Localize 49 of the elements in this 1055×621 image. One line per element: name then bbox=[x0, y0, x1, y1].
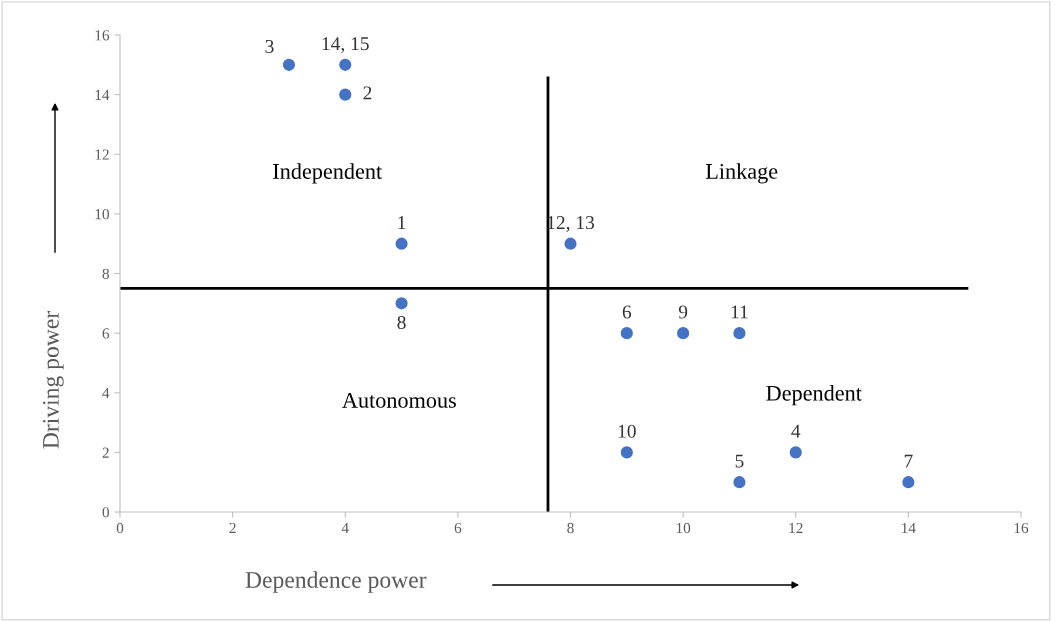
x-tick-label: 16 bbox=[1014, 522, 1029, 534]
y-tick-label: 6 bbox=[102, 328, 110, 339]
annotation: 7 bbox=[904, 454, 913, 468]
point bbox=[733, 476, 746, 489]
annotation: Dependent bbox=[766, 385, 862, 406]
point bbox=[789, 446, 802, 459]
y-tick-label: 14 bbox=[95, 89, 110, 100]
point bbox=[395, 297, 408, 310]
x-tick-label: 12 bbox=[789, 522, 803, 534]
annotation: 9 bbox=[678, 305, 688, 319]
point bbox=[620, 327, 633, 340]
annotation: 2 bbox=[363, 86, 372, 100]
x-tick-label: 2 bbox=[229, 522, 236, 534]
annotation: Independent bbox=[273, 163, 383, 184]
point bbox=[564, 237, 577, 250]
x-tick-label: 6 bbox=[454, 522, 462, 534]
y-tick-label: 10 bbox=[95, 209, 109, 220]
point bbox=[339, 88, 352, 101]
annotation: 10 bbox=[618, 424, 636, 438]
annotation: 6 bbox=[622, 305, 632, 319]
x-tick-label: 8 bbox=[567, 522, 574, 534]
point bbox=[902, 476, 915, 489]
annotation: 1 bbox=[398, 216, 406, 229]
point bbox=[339, 58, 352, 71]
point bbox=[395, 237, 408, 250]
y-axis-title: Driving power bbox=[42, 311, 64, 449]
annotation: Linkage bbox=[705, 163, 778, 184]
x-axis-title: Dependence power bbox=[245, 571, 427, 593]
point bbox=[677, 327, 690, 340]
annotation: 14, 15 bbox=[322, 37, 369, 54]
annotation: 8 bbox=[397, 315, 406, 330]
y-tick-label: 12 bbox=[95, 149, 109, 160]
y-tick-label: 8 bbox=[102, 268, 109, 279]
y-tick-label: 2 bbox=[102, 447, 109, 458]
y-tick-label: 0 bbox=[102, 507, 109, 518]
y-tick-label: 4 bbox=[102, 387, 110, 399]
x-tick-label: 0 bbox=[116, 522, 124, 534]
annotation: 3 bbox=[265, 39, 274, 54]
point bbox=[620, 446, 633, 459]
x-tick-label: 14 bbox=[902, 522, 916, 534]
annotation: 4 bbox=[791, 424, 801, 438]
annotation: 11 bbox=[731, 305, 748, 319]
point bbox=[733, 327, 746, 340]
annotation: Autonomous bbox=[342, 392, 456, 408]
point bbox=[282, 58, 296, 71]
y-tick-label: 16 bbox=[95, 30, 110, 41]
x-tick-label: 4 bbox=[341, 522, 349, 534]
x-tick-label: 10 bbox=[676, 522, 691, 534]
annotation: 5 bbox=[735, 454, 744, 468]
